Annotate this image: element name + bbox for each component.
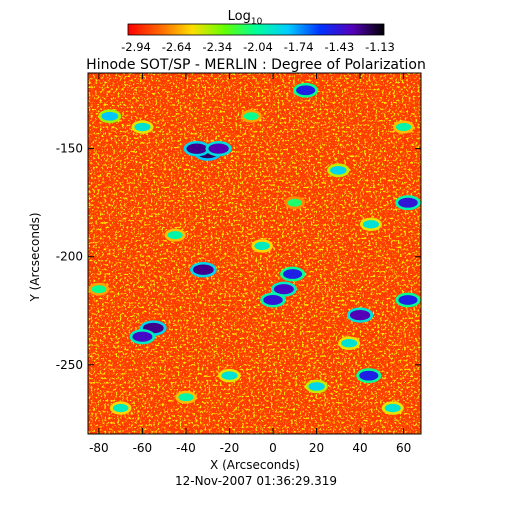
x-tick-label: 40: [352, 441, 367, 455]
colorbar-tick-label: -2.64: [162, 40, 192, 54]
feature-point: [132, 331, 153, 342]
feature-point: [349, 309, 371, 321]
axes: -80 -60 -40 -20 0 20 40 60-150-200-250: [56, 73, 421, 455]
x-tick-label: 60: [396, 441, 411, 455]
x-tick-label: 20: [309, 441, 324, 455]
x-tick-label: 0: [269, 441, 277, 455]
feature-point: [243, 112, 259, 121]
feature-point: [362, 220, 379, 229]
colorbar: [127, 23, 385, 36]
x-tick-label: -60: [133, 441, 153, 455]
colorbar-tick-label: -1.13: [365, 40, 395, 54]
chart-title: Hinode SOT/SP - MERLIN : Degree of Polar…: [86, 57, 426, 73]
colorbar-tick-label: -2.04: [243, 40, 273, 54]
feature-point: [134, 122, 151, 132]
feature-point: [263, 295, 283, 305]
y-tick-label: -150: [56, 142, 83, 156]
feature-point: [283, 269, 303, 279]
feature-point: [112, 403, 129, 413]
colorbar-tick-label: -1.74: [284, 40, 314, 54]
colorbar-ticks: -2.94 -2.64 -2.34 -2.04 -1.74 -1.43 -1.13: [121, 40, 395, 54]
x-axis-label: X (Arcseconds): [210, 458, 300, 472]
feature-point: [330, 165, 347, 175]
feature-point: [341, 338, 358, 348]
feature-point: [395, 122, 412, 132]
feature-point: [178, 393, 194, 402]
feature-point: [398, 295, 418, 305]
colorbar-label: Log10: [228, 9, 263, 27]
y-axis-label: Y (Arcseconds): [28, 212, 42, 302]
colorbar-tick-label: -2.94: [121, 40, 151, 54]
heatmap: [88, 73, 421, 434]
feature-point: [208, 143, 229, 154]
feature-point: [273, 284, 294, 295]
x-tick-label: -40: [176, 441, 196, 455]
feature-point: [308, 382, 325, 391]
feature-point: [221, 371, 238, 380]
x-tick-label: -80: [89, 441, 109, 455]
plot-frame: [87, 72, 422, 435]
colorbar-tick-label: -2.34: [202, 40, 232, 54]
feature-point: [287, 198, 303, 207]
feature-point: [193, 264, 214, 275]
colorbar-tick-label: -1.43: [324, 40, 354, 54]
feature-point: [296, 85, 316, 96]
timestamp: 12-Nov-2007 01:36:29.319: [175, 474, 337, 488]
feature-point: [398, 197, 418, 208]
y-tick-label: -250: [56, 358, 83, 372]
x-tick-label: -20: [220, 441, 240, 455]
heatmap-features: [88, 82, 421, 415]
feature-point: [384, 403, 401, 413]
feature-point: [186, 143, 208, 154]
feature-point: [91, 285, 107, 294]
feature-point: [101, 111, 119, 121]
y-tick-label: -200: [56, 250, 83, 264]
feature-point: [167, 231, 183, 240]
feature-point: [254, 241, 270, 251]
feature-point: [359, 370, 379, 381]
